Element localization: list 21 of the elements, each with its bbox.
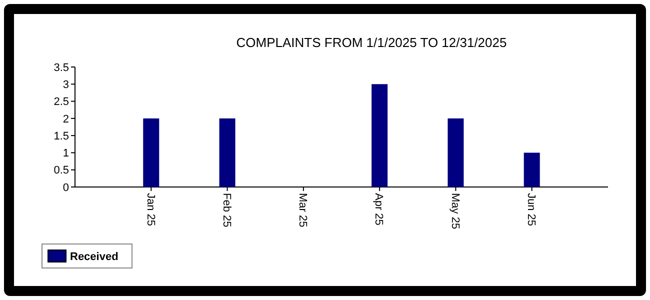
y-tick-label: 1.5: [54, 130, 69, 142]
bar: [372, 84, 388, 187]
bar: [143, 118, 160, 187]
x-tick-label: Feb 25: [220, 193, 232, 228]
legend-label: Received: [70, 250, 118, 263]
y-tick-label: 3.5: [54, 62, 69, 74]
y-tick-label: 0: [62, 182, 69, 194]
x-tick-label: Jun 25: [525, 193, 538, 226]
y-tick-label: 2: [62, 113, 69, 126]
x-tick-label: Apr 25: [372, 193, 385, 226]
x-tick-label: Jan 25: [144, 193, 156, 226]
y-tick-label: 1: [62, 148, 69, 160]
y-tick-label: 2.5: [54, 96, 69, 108]
y-tick-label: 3: [62, 78, 69, 91]
bar: [219, 118, 236, 187]
x-tick-label: May 25: [448, 193, 461, 230]
bar: [448, 118, 464, 187]
bar: [524, 152, 540, 187]
x-tick-label: Mar 25: [296, 193, 309, 228]
y-tick-label: 0.5: [54, 164, 69, 177]
chart-title: COMPLAINTS FROM 1/1/2025 TO 12/31/2025: [236, 35, 507, 50]
